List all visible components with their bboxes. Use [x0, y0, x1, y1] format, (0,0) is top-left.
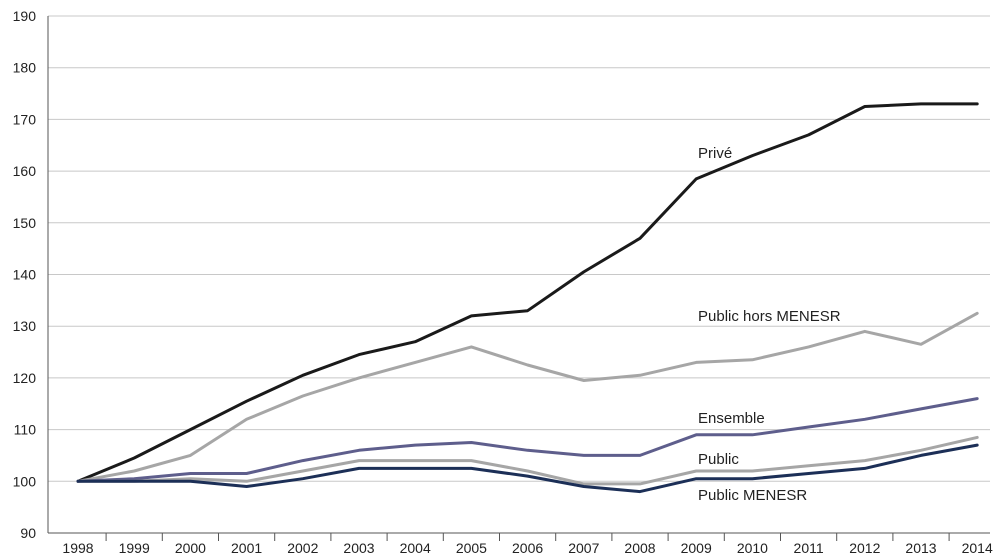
series-label-public-hors-menesr: Public hors MENESR: [698, 308, 841, 325]
series-labels: Privé Public hors MENESR Ensemble Public…: [698, 145, 841, 504]
series-label-prive: Privé: [698, 145, 732, 162]
series-line-public-hors-menesr: [76, 311, 979, 483]
x-tick-label-2008: 2008: [624, 540, 655, 556]
x-tick-label-2000: 2000: [175, 540, 206, 556]
series-line-ensemble: [76, 397, 979, 483]
x-tick-label-2011: 2011: [794, 540, 824, 556]
y-tick-label-150: 150: [13, 215, 37, 231]
x-tick-label-2012: 2012: [849, 540, 880, 556]
y-tick-label-160: 160: [13, 163, 37, 179]
x-tick-label-2014: 2014: [962, 540, 993, 556]
series-lines: [76, 102, 979, 494]
series-line-public-menesr: [76, 443, 979, 494]
x-tick-label-2010: 2010: [737, 540, 768, 556]
gridlines: [48, 15, 990, 482]
x-tick-label-2002: 2002: [287, 540, 318, 556]
x-tick-label-2005: 2005: [456, 540, 487, 556]
y-tick-label-180: 180: [13, 60, 37, 76]
y-tick-label-140: 140: [13, 267, 37, 283]
y-tick-label-100: 100: [13, 473, 37, 489]
y-tick-label-190: 190: [13, 8, 37, 24]
y-tick-label-120: 120: [13, 370, 37, 386]
x-tick-label-2013: 2013: [905, 540, 936, 556]
x-axis-ticks: 1998 1999 2000 2001 2002 2003 2004 2005 2006 2007…: [62, 533, 993, 556]
series-label-public: Public: [698, 451, 739, 468]
x-tick-label-2001: 2001: [231, 540, 262, 556]
x-tick-label-2007: 2007: [568, 540, 599, 556]
series-line-priv: [76, 102, 979, 483]
x-tick-label-1998: 1998: [62, 540, 93, 556]
y-tick-label-130: 130: [13, 318, 37, 334]
series-line-public: [76, 435, 979, 486]
x-tick-label-1999: 1999: [119, 540, 150, 556]
series-label-ensemble: Ensemble: [698, 410, 765, 427]
x-tick-label-2004: 2004: [400, 540, 431, 556]
x-tick-label-2003: 2003: [343, 540, 374, 556]
y-tick-label-110: 110: [14, 422, 37, 438]
axes: [47, 16, 990, 534]
x-tick-label-2006: 2006: [512, 540, 543, 556]
x-tick-label-2009: 2009: [681, 540, 712, 556]
y-tick-label-170: 170: [13, 111, 37, 127]
y-axis-ticks: 90 100 110 120 130 140 150 160 170 180 190: [13, 8, 37, 541]
series-label-public-menesr: Public MENESR: [698, 487, 807, 504]
y-tick-label-90: 90: [20, 525, 36, 541]
